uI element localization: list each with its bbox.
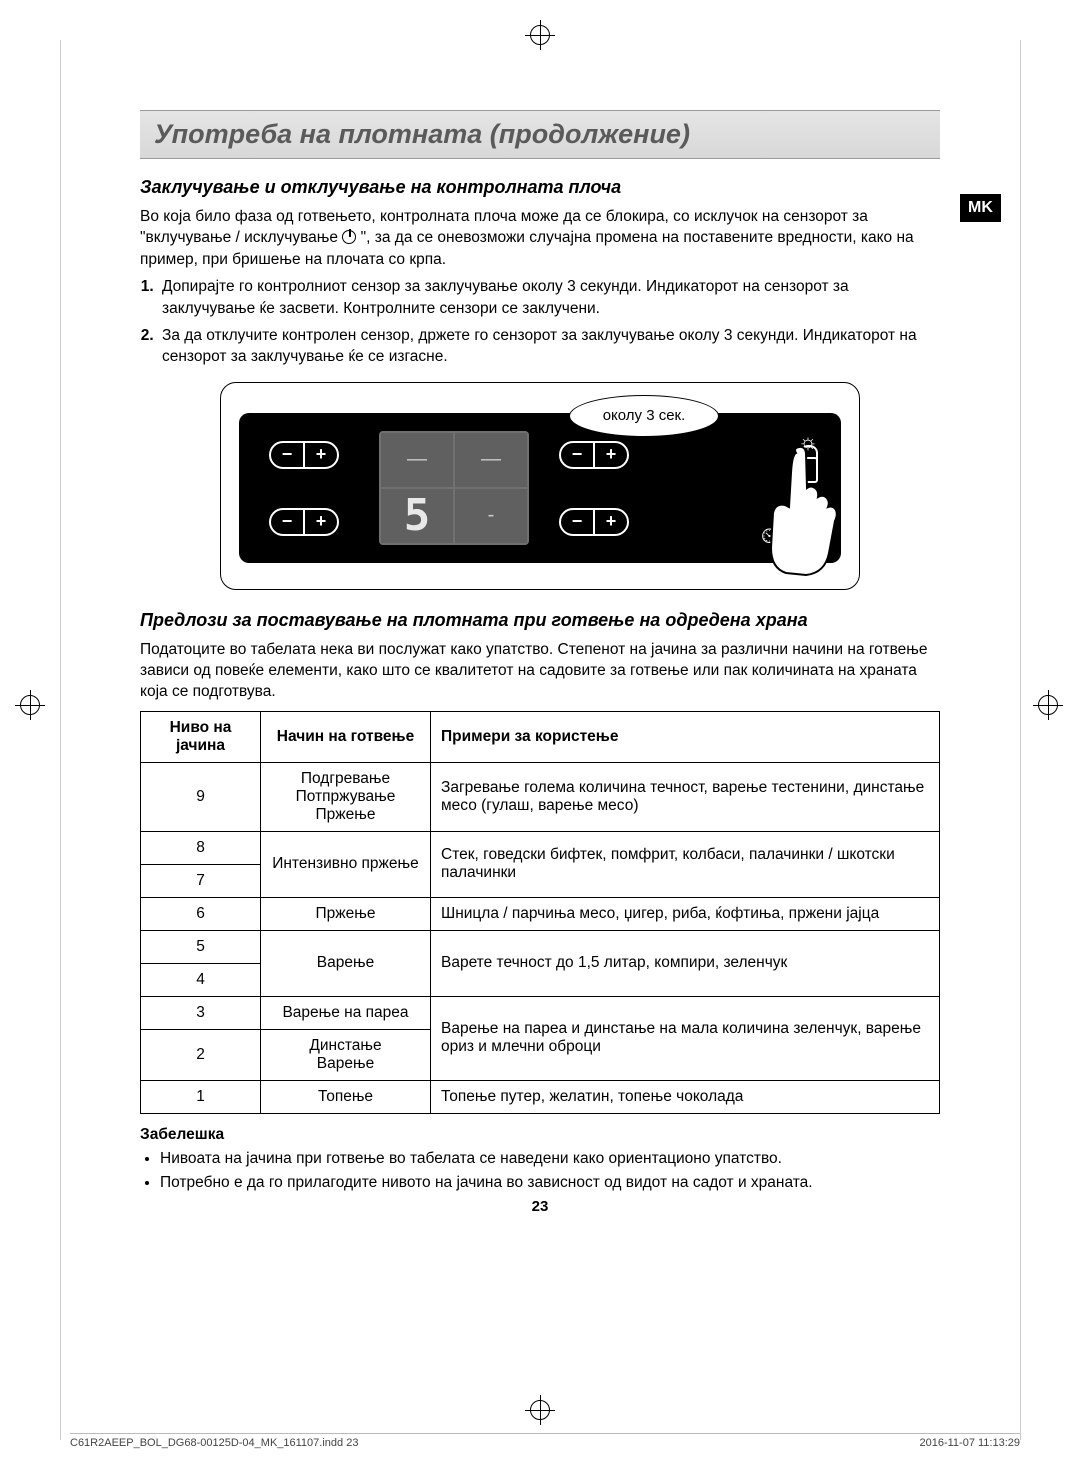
hand-icon <box>751 443 851 583</box>
display-block: — — 5 - <box>379 431 529 545</box>
note-heading: Забелешка <box>140 1126 940 1144</box>
cell-example: Загревање голема количина течност, варењ… <box>431 762 940 831</box>
notes-list: Нивоата на јачина при готвење во табелат… <box>160 1148 940 1194</box>
step-1: Допирајте го контролниот сензор за заклу… <box>158 276 940 319</box>
registration-mark-bottom <box>530 1400 550 1420</box>
control-panel-figure: околу 3 сек. −+ −+ −+ −+ — — 5 - ☼ ☼ ⏲ <box>220 382 860 590</box>
language-badge: MK <box>960 194 1001 222</box>
col-method: Начин на готвење <box>261 711 431 762</box>
cell-method: Пржење <box>261 897 431 930</box>
steps-list: Допирајте го контролниот сензор за заклу… <box>158 276 940 368</box>
footer-timestamp: 2016-11-07 11:13:29 <box>919 1437 1020 1449</box>
cell-level: 6 <box>141 897 261 930</box>
footer: C61R2AEEP_BOL_DG68-00125D-04_MK_161107.i… <box>70 1433 1020 1449</box>
plus-minus-group: −+ <box>269 508 339 536</box>
cell-level: 9 <box>141 762 261 831</box>
table-row: 3 Варење на пареа Варење на пареа и динс… <box>141 996 940 1029</box>
cell-method: Варење на пареа <box>261 996 431 1029</box>
registration-mark-right <box>1038 695 1058 715</box>
cell-level: 4 <box>141 963 261 996</box>
cell-level: 7 <box>141 864 261 897</box>
table-row: 5 Варење Варете течност до 1,5 литар, ко… <box>141 930 940 963</box>
section2-intro: Податоците во табелата нека ви послужат … <box>140 639 940 703</box>
col-level: Ниво на јачина <box>141 711 261 762</box>
cell-method: Варење <box>261 930 431 996</box>
plus-minus-group: −+ <box>559 441 629 469</box>
cell-method: Динстање Варење <box>261 1029 431 1080</box>
heat-settings-table: Ниво на јачина Начин на готвење Примери … <box>140 711 940 1114</box>
cell-method: Подгревање Потпржување Пржење <box>261 762 431 831</box>
step-2: За да отклучите контролен сензор, држете… <box>158 325 940 368</box>
cell-example: Стек, говедски бифтек, помфрит, колбаси,… <box>431 831 940 897</box>
table-row: 9 Подгревање Потпржување Пржење Загревањ… <box>141 762 940 831</box>
registration-mark-top <box>530 25 550 45</box>
registration-mark-left <box>20 695 40 715</box>
cell-level: 3 <box>141 996 261 1029</box>
cell-example: Варете течност до 1,5 литар, компири, зе… <box>431 930 940 996</box>
title-bar: Употреба на плотната (продолжение) <box>140 110 940 159</box>
cell-level: 5 <box>141 930 261 963</box>
plus-minus-group: −+ <box>559 508 629 536</box>
section1-heading: Заклучување и отклучување на контролната… <box>140 177 940 198</box>
section1-paragraph: Во која било фаза од готвењето, контролн… <box>140 206 940 270</box>
col-example: Примери за користење <box>431 711 940 762</box>
cell-example: Шницла / парчиња месо, џигер, риба, ќофт… <box>431 897 940 930</box>
cell-level: 1 <box>141 1080 261 1113</box>
plus-minus-group: −+ <box>269 441 339 469</box>
control-panel: околу 3 сек. −+ −+ −+ −+ — — 5 - ☼ ☼ ⏲ <box>239 413 841 563</box>
crop-line-left <box>60 40 61 1440</box>
note-item: Потребно е да го прилагодите нивото на ј… <box>160 1172 940 1193</box>
table-row: 1 Топење Топење путер, желатин, топење ч… <box>141 1080 940 1113</box>
cell-method: Интензивно пржење <box>261 831 431 897</box>
crop-line-right <box>1020 40 1021 1440</box>
cell-level: 2 <box>141 1029 261 1080</box>
cell-example: Топење путер, желатин, топење чоколада <box>431 1080 940 1113</box>
power-icon <box>342 230 356 244</box>
speech-bubble: околу 3 сек. <box>569 395 719 437</box>
cell-example: Варење на пареа и динстање на мала колич… <box>431 996 940 1080</box>
cell-method: Топење <box>261 1080 431 1113</box>
table-row: 6 Пржење Шницла / парчиња месо, џигер, р… <box>141 897 940 930</box>
section2-heading: Предлози за поставување на плотната при … <box>140 610 940 631</box>
table-row: 8 Интензивно пржење Стек, говедски бифте… <box>141 831 940 864</box>
cell-level: 8 <box>141 831 261 864</box>
note-item: Нивоата на јачина при готвење во табелат… <box>160 1148 940 1169</box>
footer-filename: C61R2AEEP_BOL_DG68-00125D-04_MK_161107.i… <box>70 1437 358 1449</box>
page-title: Употреба на плотната (продолжение) <box>154 119 926 150</box>
page-number: 23 <box>532 1198 549 1215</box>
